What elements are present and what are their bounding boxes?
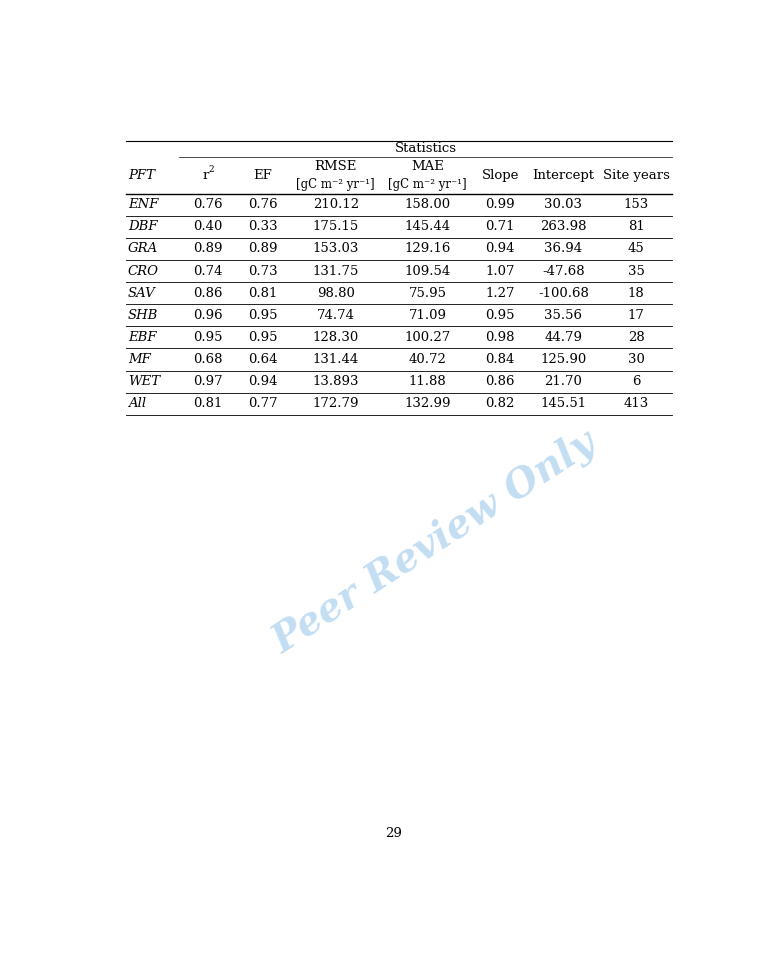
Text: 30.03: 30.03 — [545, 198, 582, 211]
Text: 21.70: 21.70 — [545, 375, 582, 389]
Text: CRO: CRO — [128, 264, 159, 278]
Text: 71.09: 71.09 — [409, 309, 446, 322]
Text: 30: 30 — [627, 353, 644, 366]
Text: 0.77: 0.77 — [249, 397, 278, 411]
Text: Intercept: Intercept — [532, 168, 594, 182]
Text: 44.79: 44.79 — [545, 331, 582, 344]
Text: 131.44: 131.44 — [313, 353, 359, 366]
Text: MAE: MAE — [411, 160, 444, 173]
Text: 109.54: 109.54 — [404, 264, 450, 278]
Text: 0.97: 0.97 — [193, 375, 222, 389]
Text: 29: 29 — [384, 827, 402, 840]
Text: 0.40: 0.40 — [193, 220, 222, 234]
Text: 0.89: 0.89 — [193, 242, 222, 256]
Text: 0.64: 0.64 — [249, 353, 278, 366]
Text: All: All — [128, 397, 146, 411]
Text: 0.81: 0.81 — [249, 287, 278, 300]
Text: EF: EF — [254, 168, 272, 182]
Text: 17: 17 — [627, 309, 644, 322]
Text: GRA: GRA — [128, 242, 158, 256]
Text: 81: 81 — [627, 220, 644, 234]
Text: 0.96: 0.96 — [193, 309, 222, 322]
Text: 0.81: 0.81 — [193, 397, 222, 411]
Text: 413: 413 — [624, 397, 649, 411]
Text: 98.80: 98.80 — [317, 287, 355, 300]
Text: 131.75: 131.75 — [313, 264, 359, 278]
Text: MF: MF — [128, 353, 151, 366]
Text: 175.15: 175.15 — [313, 220, 359, 234]
Text: 210.12: 210.12 — [313, 198, 359, 211]
Text: 75.95: 75.95 — [409, 287, 446, 300]
Text: 129.16: 129.16 — [404, 242, 451, 256]
Text: 0.99: 0.99 — [486, 198, 515, 211]
Text: 11.88: 11.88 — [409, 375, 446, 389]
Text: 153: 153 — [624, 198, 649, 211]
Text: SAV: SAV — [128, 287, 156, 300]
Text: 40.72: 40.72 — [409, 353, 446, 366]
Text: 100.27: 100.27 — [404, 331, 450, 344]
Text: RMSE: RMSE — [314, 160, 357, 173]
Text: 0.73: 0.73 — [249, 264, 278, 278]
Text: 0.95: 0.95 — [249, 331, 278, 344]
Text: 6: 6 — [632, 375, 640, 389]
Text: 35: 35 — [627, 264, 644, 278]
Text: [gC m⁻² yr⁻¹]: [gC m⁻² yr⁻¹] — [297, 178, 375, 190]
Text: [gC m⁻² yr⁻¹]: [gC m⁻² yr⁻¹] — [388, 178, 467, 190]
Text: 0.84: 0.84 — [486, 353, 515, 366]
Text: 128.30: 128.30 — [313, 331, 359, 344]
Text: 0.95: 0.95 — [249, 309, 278, 322]
Text: 74.74: 74.74 — [317, 309, 355, 322]
Text: 0.86: 0.86 — [193, 287, 222, 300]
Text: 0.94: 0.94 — [486, 242, 515, 256]
Text: 1.07: 1.07 — [486, 264, 515, 278]
Text: 45: 45 — [627, 242, 644, 256]
Text: 158.00: 158.00 — [404, 198, 450, 211]
Text: 263.98: 263.98 — [540, 220, 587, 234]
Text: 1.27: 1.27 — [486, 287, 515, 300]
Text: DBF: DBF — [128, 220, 157, 234]
Text: 0.89: 0.89 — [249, 242, 278, 256]
Text: 0.95: 0.95 — [193, 331, 222, 344]
Text: 18: 18 — [627, 287, 644, 300]
Text: 0.71: 0.71 — [486, 220, 515, 234]
Text: 0.33: 0.33 — [249, 220, 278, 234]
Text: 153.03: 153.03 — [313, 242, 359, 256]
Text: PFT: PFT — [128, 168, 155, 182]
Text: 125.90: 125.90 — [540, 353, 587, 366]
Text: 28: 28 — [627, 331, 644, 344]
Text: 145.44: 145.44 — [404, 220, 450, 234]
Text: 13.893: 13.893 — [313, 375, 359, 389]
Text: 0.76: 0.76 — [193, 198, 222, 211]
Text: WET: WET — [128, 375, 160, 389]
Text: SHB: SHB — [128, 309, 158, 322]
Text: Slope: Slope — [482, 168, 518, 182]
Text: EBF: EBF — [128, 331, 156, 344]
Text: 0.74: 0.74 — [193, 264, 222, 278]
Text: -100.68: -100.68 — [538, 287, 589, 300]
Text: 0.68: 0.68 — [193, 353, 222, 366]
Text: 0.94: 0.94 — [249, 375, 278, 389]
Text: 35.56: 35.56 — [545, 309, 582, 322]
Text: r: r — [202, 168, 209, 182]
Text: 0.76: 0.76 — [249, 198, 278, 211]
Text: 0.82: 0.82 — [486, 397, 515, 411]
Text: 145.51: 145.51 — [540, 397, 587, 411]
Text: -47.68: -47.68 — [542, 264, 584, 278]
Text: 0.86: 0.86 — [486, 375, 515, 389]
Text: 132.99: 132.99 — [404, 397, 451, 411]
Text: 172.79: 172.79 — [313, 397, 359, 411]
Text: 0.95: 0.95 — [486, 309, 515, 322]
Text: ENF: ENF — [128, 198, 159, 211]
Text: 0.98: 0.98 — [486, 331, 515, 344]
Text: 36.94: 36.94 — [545, 242, 582, 256]
Text: Statistics: Statistics — [395, 143, 457, 155]
Text: 2: 2 — [208, 165, 213, 174]
Text: Peer Review Only: Peer Review Only — [266, 423, 604, 661]
Text: Site years: Site years — [603, 168, 670, 182]
